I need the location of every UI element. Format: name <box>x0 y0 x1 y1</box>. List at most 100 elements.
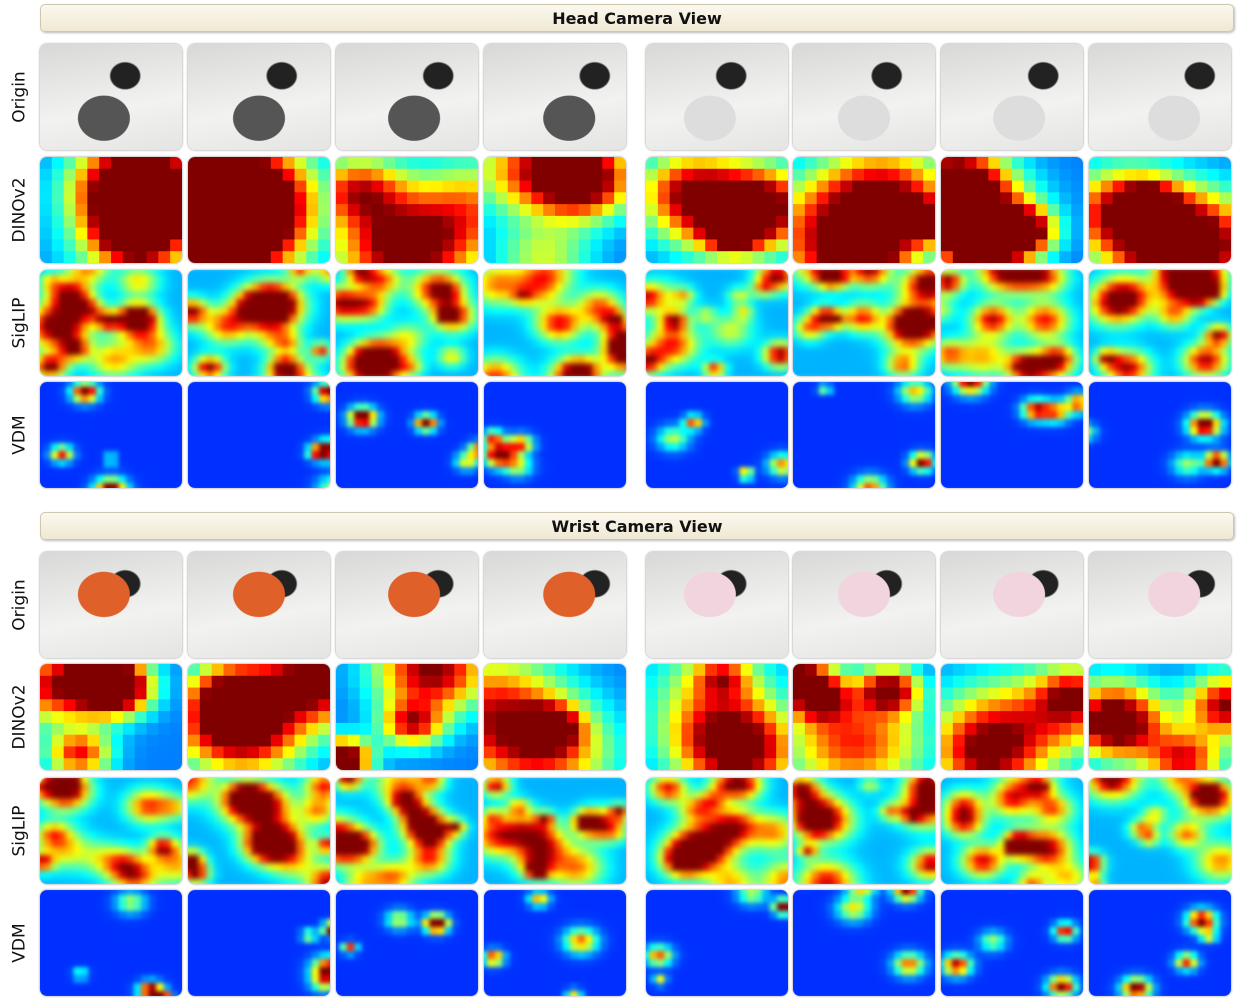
row-label-text: DINOv2 <box>10 684 31 750</box>
row-label-text: VDM <box>9 415 30 455</box>
heatmap <box>40 382 182 488</box>
row-label: DINOv2 <box>0 664 40 770</box>
heatmap <box>646 270 788 376</box>
heatmap <box>336 382 478 488</box>
heatmap <box>793 270 935 376</box>
row-label: DINOv2 <box>0 157 40 263</box>
feature-heatmap <box>646 890 788 996</box>
feature-heatmap <box>336 382 478 488</box>
heatmap <box>40 270 182 376</box>
feature-heatmap <box>646 382 788 488</box>
row-label-text: Origin <box>10 579 31 631</box>
heatmap <box>484 157 626 263</box>
feature-heatmap <box>1089 270 1231 376</box>
heatmap <box>40 890 182 996</box>
heatmap <box>646 382 788 488</box>
feature-heatmap <box>941 382 1083 488</box>
feature-heatmap <box>646 270 788 376</box>
camera-image <box>941 44 1083 150</box>
heatmap <box>646 778 788 884</box>
heatmap <box>1089 382 1231 488</box>
feature-heatmap <box>40 664 182 770</box>
feature-heatmap <box>188 382 330 488</box>
feature-heatmap <box>188 157 330 263</box>
heatmap <box>1089 890 1231 996</box>
heatmap <box>646 890 788 996</box>
feature-heatmap <box>1089 778 1231 884</box>
camera-image <box>1089 552 1231 658</box>
camera-image <box>40 44 182 150</box>
heatmap <box>793 890 935 996</box>
camera-image <box>484 44 626 150</box>
feature-heatmap <box>40 270 182 376</box>
feature-heatmap <box>484 778 626 884</box>
camera-image <box>793 552 935 658</box>
heatmap <box>1089 778 1231 884</box>
feature-heatmap <box>793 664 935 770</box>
feature-heatmap <box>336 270 478 376</box>
heatmap <box>484 664 626 770</box>
heatmap <box>941 890 1083 996</box>
row-label: SigLIP <box>0 270 40 376</box>
feature-heatmap <box>941 157 1083 263</box>
heatmap <box>188 664 330 770</box>
camera-image <box>336 44 478 150</box>
camera-image <box>40 552 182 658</box>
camera-image <box>793 44 935 150</box>
heatmap <box>941 664 1083 770</box>
camera-image <box>188 44 330 150</box>
heatmap <box>941 157 1083 263</box>
heatmap <box>941 270 1083 376</box>
camera-image <box>1089 44 1231 150</box>
heatmap <box>40 157 182 263</box>
feature-heatmap <box>646 778 788 884</box>
feature-heatmap <box>1089 157 1231 263</box>
row-label: VDM <box>0 382 40 488</box>
feature-heatmap <box>40 890 182 996</box>
feature-heatmap <box>793 890 935 996</box>
heatmap <box>336 157 478 263</box>
heatmap <box>941 778 1083 884</box>
feature-heatmap <box>188 664 330 770</box>
feature-heatmap <box>941 664 1083 770</box>
heatmap <box>793 778 935 884</box>
section-header: Wrist Camera View <box>40 512 1234 540</box>
feature-heatmap <box>941 778 1083 884</box>
camera-image <box>336 552 478 658</box>
feature-heatmap <box>40 157 182 263</box>
camera-image <box>646 44 788 150</box>
feature-heatmap <box>188 778 330 884</box>
camera-image <box>188 552 330 658</box>
heatmap <box>646 157 788 263</box>
feature-heatmap <box>484 890 626 996</box>
row-label: SigLIP <box>0 778 40 884</box>
feature-heatmap <box>793 778 935 884</box>
heatmap <box>484 382 626 488</box>
heatmap <box>793 664 935 770</box>
feature-heatmap <box>1089 890 1231 996</box>
feature-heatmap <box>793 382 935 488</box>
feature-heatmap <box>336 664 478 770</box>
section-header: Head Camera View <box>40 4 1234 32</box>
feature-heatmap <box>40 778 182 884</box>
heatmap <box>336 890 478 996</box>
feature-heatmap <box>941 890 1083 996</box>
heatmap <box>188 382 330 488</box>
camera-image <box>484 552 626 658</box>
heatmap <box>188 890 330 996</box>
heatmap <box>336 270 478 376</box>
feature-heatmap <box>40 382 182 488</box>
row-label-text: VDM <box>9 923 30 963</box>
heatmap <box>188 270 330 376</box>
heatmap <box>484 778 626 884</box>
feature-heatmap <box>484 382 626 488</box>
heatmap <box>941 382 1083 488</box>
feature-heatmap <box>336 890 478 996</box>
feature-heatmap <box>793 270 935 376</box>
feature-heatmap <box>188 890 330 996</box>
feature-heatmap <box>484 157 626 263</box>
heatmap <box>1089 157 1231 263</box>
feature-heatmap <box>646 664 788 770</box>
row-label: Origin <box>0 44 40 150</box>
